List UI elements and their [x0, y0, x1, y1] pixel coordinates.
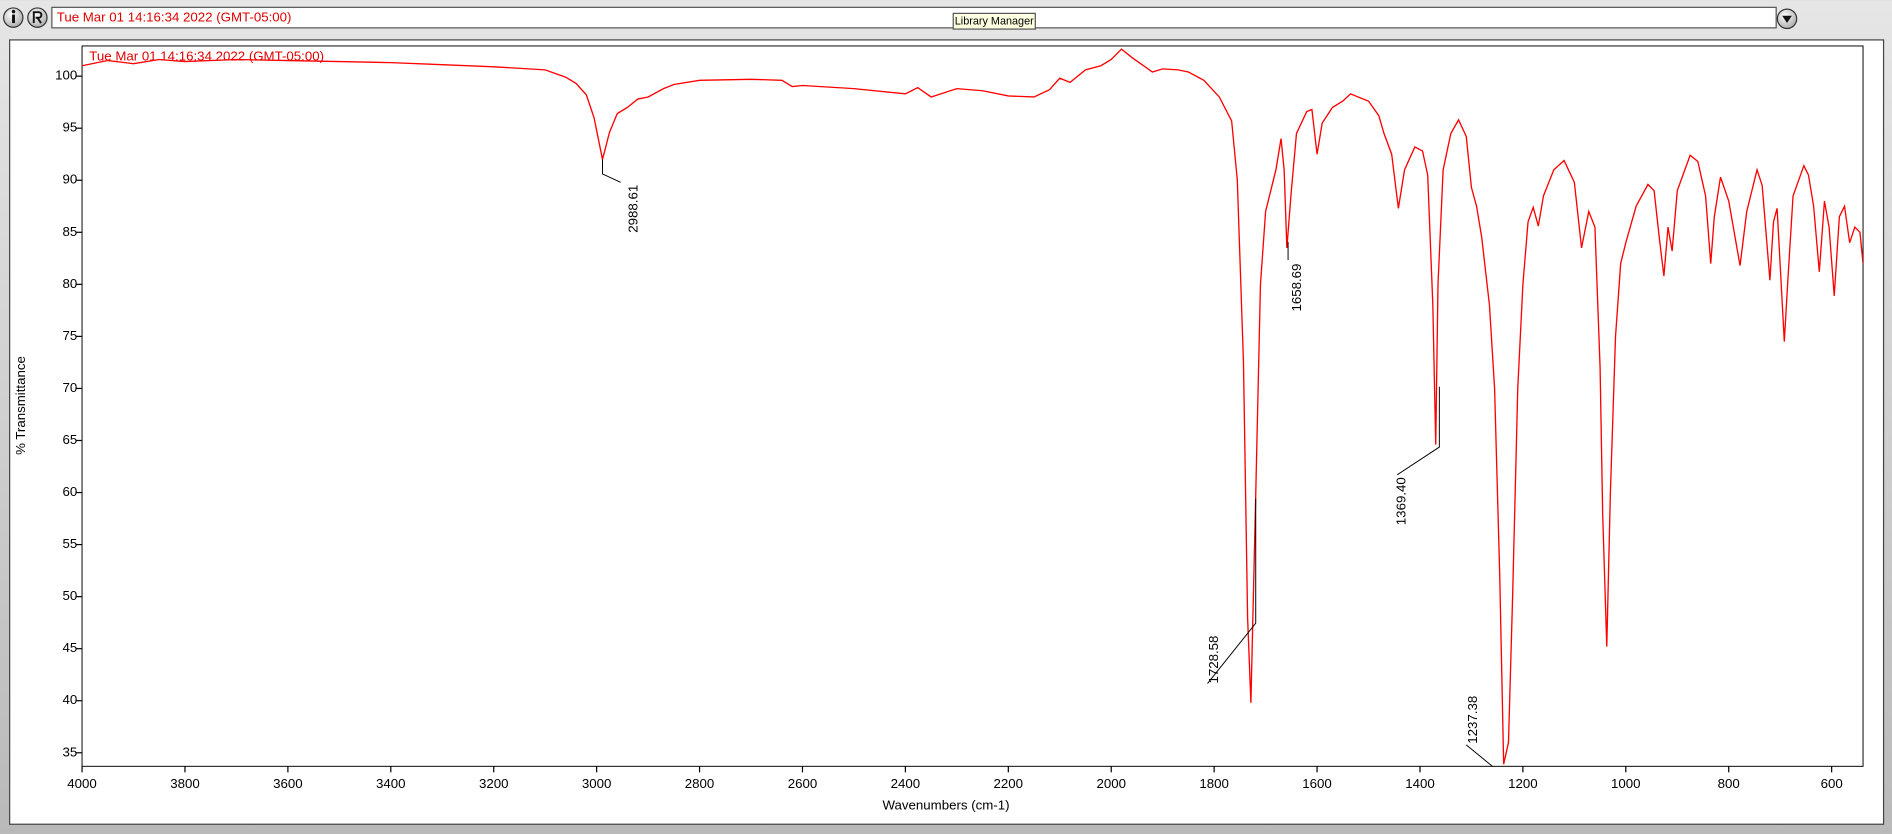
x-tick-label: 1000 [1611, 776, 1641, 791]
y-tick-label: 80 [62, 276, 77, 291]
x-tick-label: 2000 [1096, 776, 1126, 791]
y-tick-label: 45 [62, 640, 77, 655]
x-tick-label: 3400 [376, 776, 406, 791]
tooltip-text: Library Manager [955, 16, 1034, 28]
y-tick-label: 55 [62, 536, 77, 551]
peak-label: 2988.61 [625, 185, 640, 233]
y-tick-label: 75 [62, 328, 77, 343]
peak-leader [1396, 386, 1440, 476]
y-tick-label: 40 [62, 692, 77, 707]
peak-label: 1728.58 [1206, 636, 1221, 684]
x-tick-label: 3000 [582, 776, 612, 791]
x-tick-label: 600 [1821, 776, 1843, 791]
spectrum-panel [9, 39, 1885, 825]
x-tick-label: 1800 [1199, 776, 1229, 791]
y-axis-label: % Transmittance [13, 356, 28, 455]
tooltip [952, 12, 1036, 30]
peak-leader [1207, 498, 1257, 684]
y-tick-label: 85 [62, 224, 77, 239]
plot-frame [81, 45, 1864, 767]
x-tick-label: 1600 [1302, 776, 1332, 791]
y-tick-label: 60 [62, 484, 77, 499]
y-tick-label: 70 [62, 380, 77, 395]
peak-label: 1658.69 [1289, 264, 1304, 312]
spectrum-line [82, 48, 1864, 765]
peak-label: 1237.38 [1465, 696, 1480, 744]
peak-label: 1369.40 [1393, 477, 1408, 525]
info-button[interactable] [3, 7, 24, 28]
y-tick-label: 50 [62, 588, 77, 603]
x-tick-label: 2200 [994, 776, 1024, 791]
x-tick-label: 3600 [273, 776, 303, 791]
x-tick-label: 4000 [67, 776, 97, 791]
peak-leader [1465, 744, 1494, 768]
y-tick-label: 95 [62, 120, 77, 135]
y-tick-label: 90 [62, 172, 77, 187]
x-tick-label: 3800 [170, 776, 200, 791]
y-tick-label: 100 [55, 68, 77, 83]
spectrum-title-field[interactable] [51, 6, 1777, 29]
plot-area [82, 48, 1864, 765]
peak-leader [602, 159, 621, 183]
dropdown-button[interactable] [1776, 8, 1798, 30]
x-tick-label: 1400 [1405, 776, 1435, 791]
x-tick-label: 2800 [685, 776, 715, 791]
y-tick-label: 35 [62, 744, 77, 759]
x-tick-label: 2600 [788, 776, 818, 791]
report-button[interactable] [27, 7, 48, 28]
x-tick-label: 2400 [891, 776, 921, 791]
x-tick-label: 1200 [1508, 776, 1538, 791]
field-text: Tue Mar 01 14:16:34 2022 (GMT-05:00) [57, 10, 292, 25]
y-tick-label: 65 [62, 432, 77, 447]
x-tick-label: 3200 [479, 776, 509, 791]
x-axis-label: Wavenumbers (cm-1) [882, 798, 1009, 813]
x-tick-label: 800 [1718, 776, 1740, 791]
